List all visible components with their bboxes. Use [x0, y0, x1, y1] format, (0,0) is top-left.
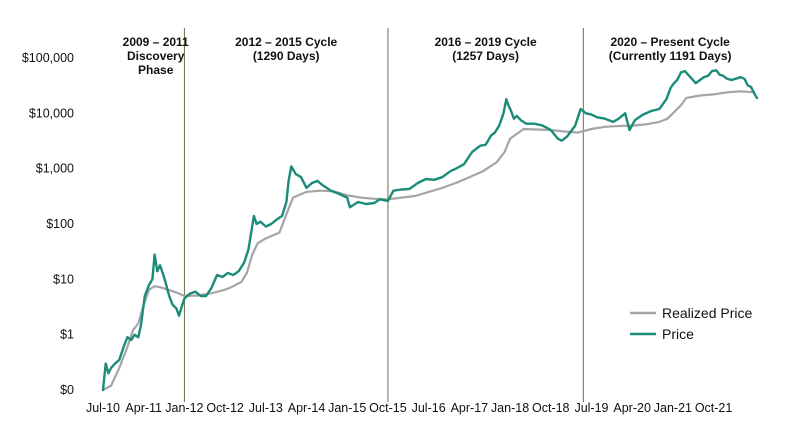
x-tick-label: Apr-20 [613, 401, 651, 415]
y-tick-label: $0 [60, 383, 74, 397]
x-tick-label: Oct-21 [695, 401, 733, 415]
x-tick-label: Apr-17 [451, 401, 489, 415]
x-tick-label: Oct-12 [206, 401, 244, 415]
x-tick-label: Apr-14 [288, 401, 326, 415]
cycle-label: 2016 – 2019 Cycle [435, 35, 537, 49]
cycle-label: 2009 – 2011 [123, 35, 189, 49]
price-legend-label: Price [662, 326, 694, 342]
x-tick-label: Oct-18 [532, 401, 570, 415]
price-line [101, 69, 759, 392]
y-tick-label: $10 [53, 272, 74, 286]
y-tick-label: $100 [46, 217, 74, 231]
y-tick-label: $10,000 [29, 106, 74, 120]
cycle-label: (Currently 1191 Days) [609, 49, 732, 63]
cycle-label: Discovery [127, 49, 185, 63]
x-tick-label: Jul-13 [249, 401, 283, 415]
x-tick-label: Jan-21 [654, 401, 692, 415]
y-tick-label: $1,000 [36, 162, 74, 176]
cycle-label: Phase [138, 63, 174, 77]
x-tick-label: Jan-15 [328, 401, 366, 415]
x-tick-label: Jan-12 [165, 401, 203, 415]
cycle-dividers [183, 28, 584, 402]
x-tick-label: Jul-16 [412, 401, 446, 415]
realized-price-legend-label: Realized Price [662, 305, 752, 321]
x-tick-label: Jul-19 [574, 401, 608, 415]
x-tick-label: Oct-15 [369, 401, 407, 415]
y-tick-label: $1 [60, 328, 74, 342]
series-lines [101, 69, 759, 392]
cycle-label: (1257 Days) [452, 49, 519, 63]
cycle-label: 2020 – Present Cycle [610, 35, 730, 49]
x-tick-label: Apr-11 [125, 401, 162, 415]
realized-price-line [101, 90, 756, 392]
y-axis-ticks: $0 $1 $10 $100 $1,000 $10,000 $100,000 [22, 51, 74, 397]
y-tick-label: $100,000 [22, 51, 74, 65]
x-tick-label: Jan-18 [491, 401, 529, 415]
x-axis-ticks: Jul-10 Apr-11 Jan-12 Oct-12 Jul-13 Apr-14 Jan-… [86, 401, 732, 415]
cycle-label: 2012 – 2015 Cycle [235, 35, 337, 49]
x-tick-label: Jul-10 [86, 401, 120, 415]
cycle-label: (1290 Days) [253, 49, 320, 63]
legend: Realized Price Price [630, 305, 752, 342]
